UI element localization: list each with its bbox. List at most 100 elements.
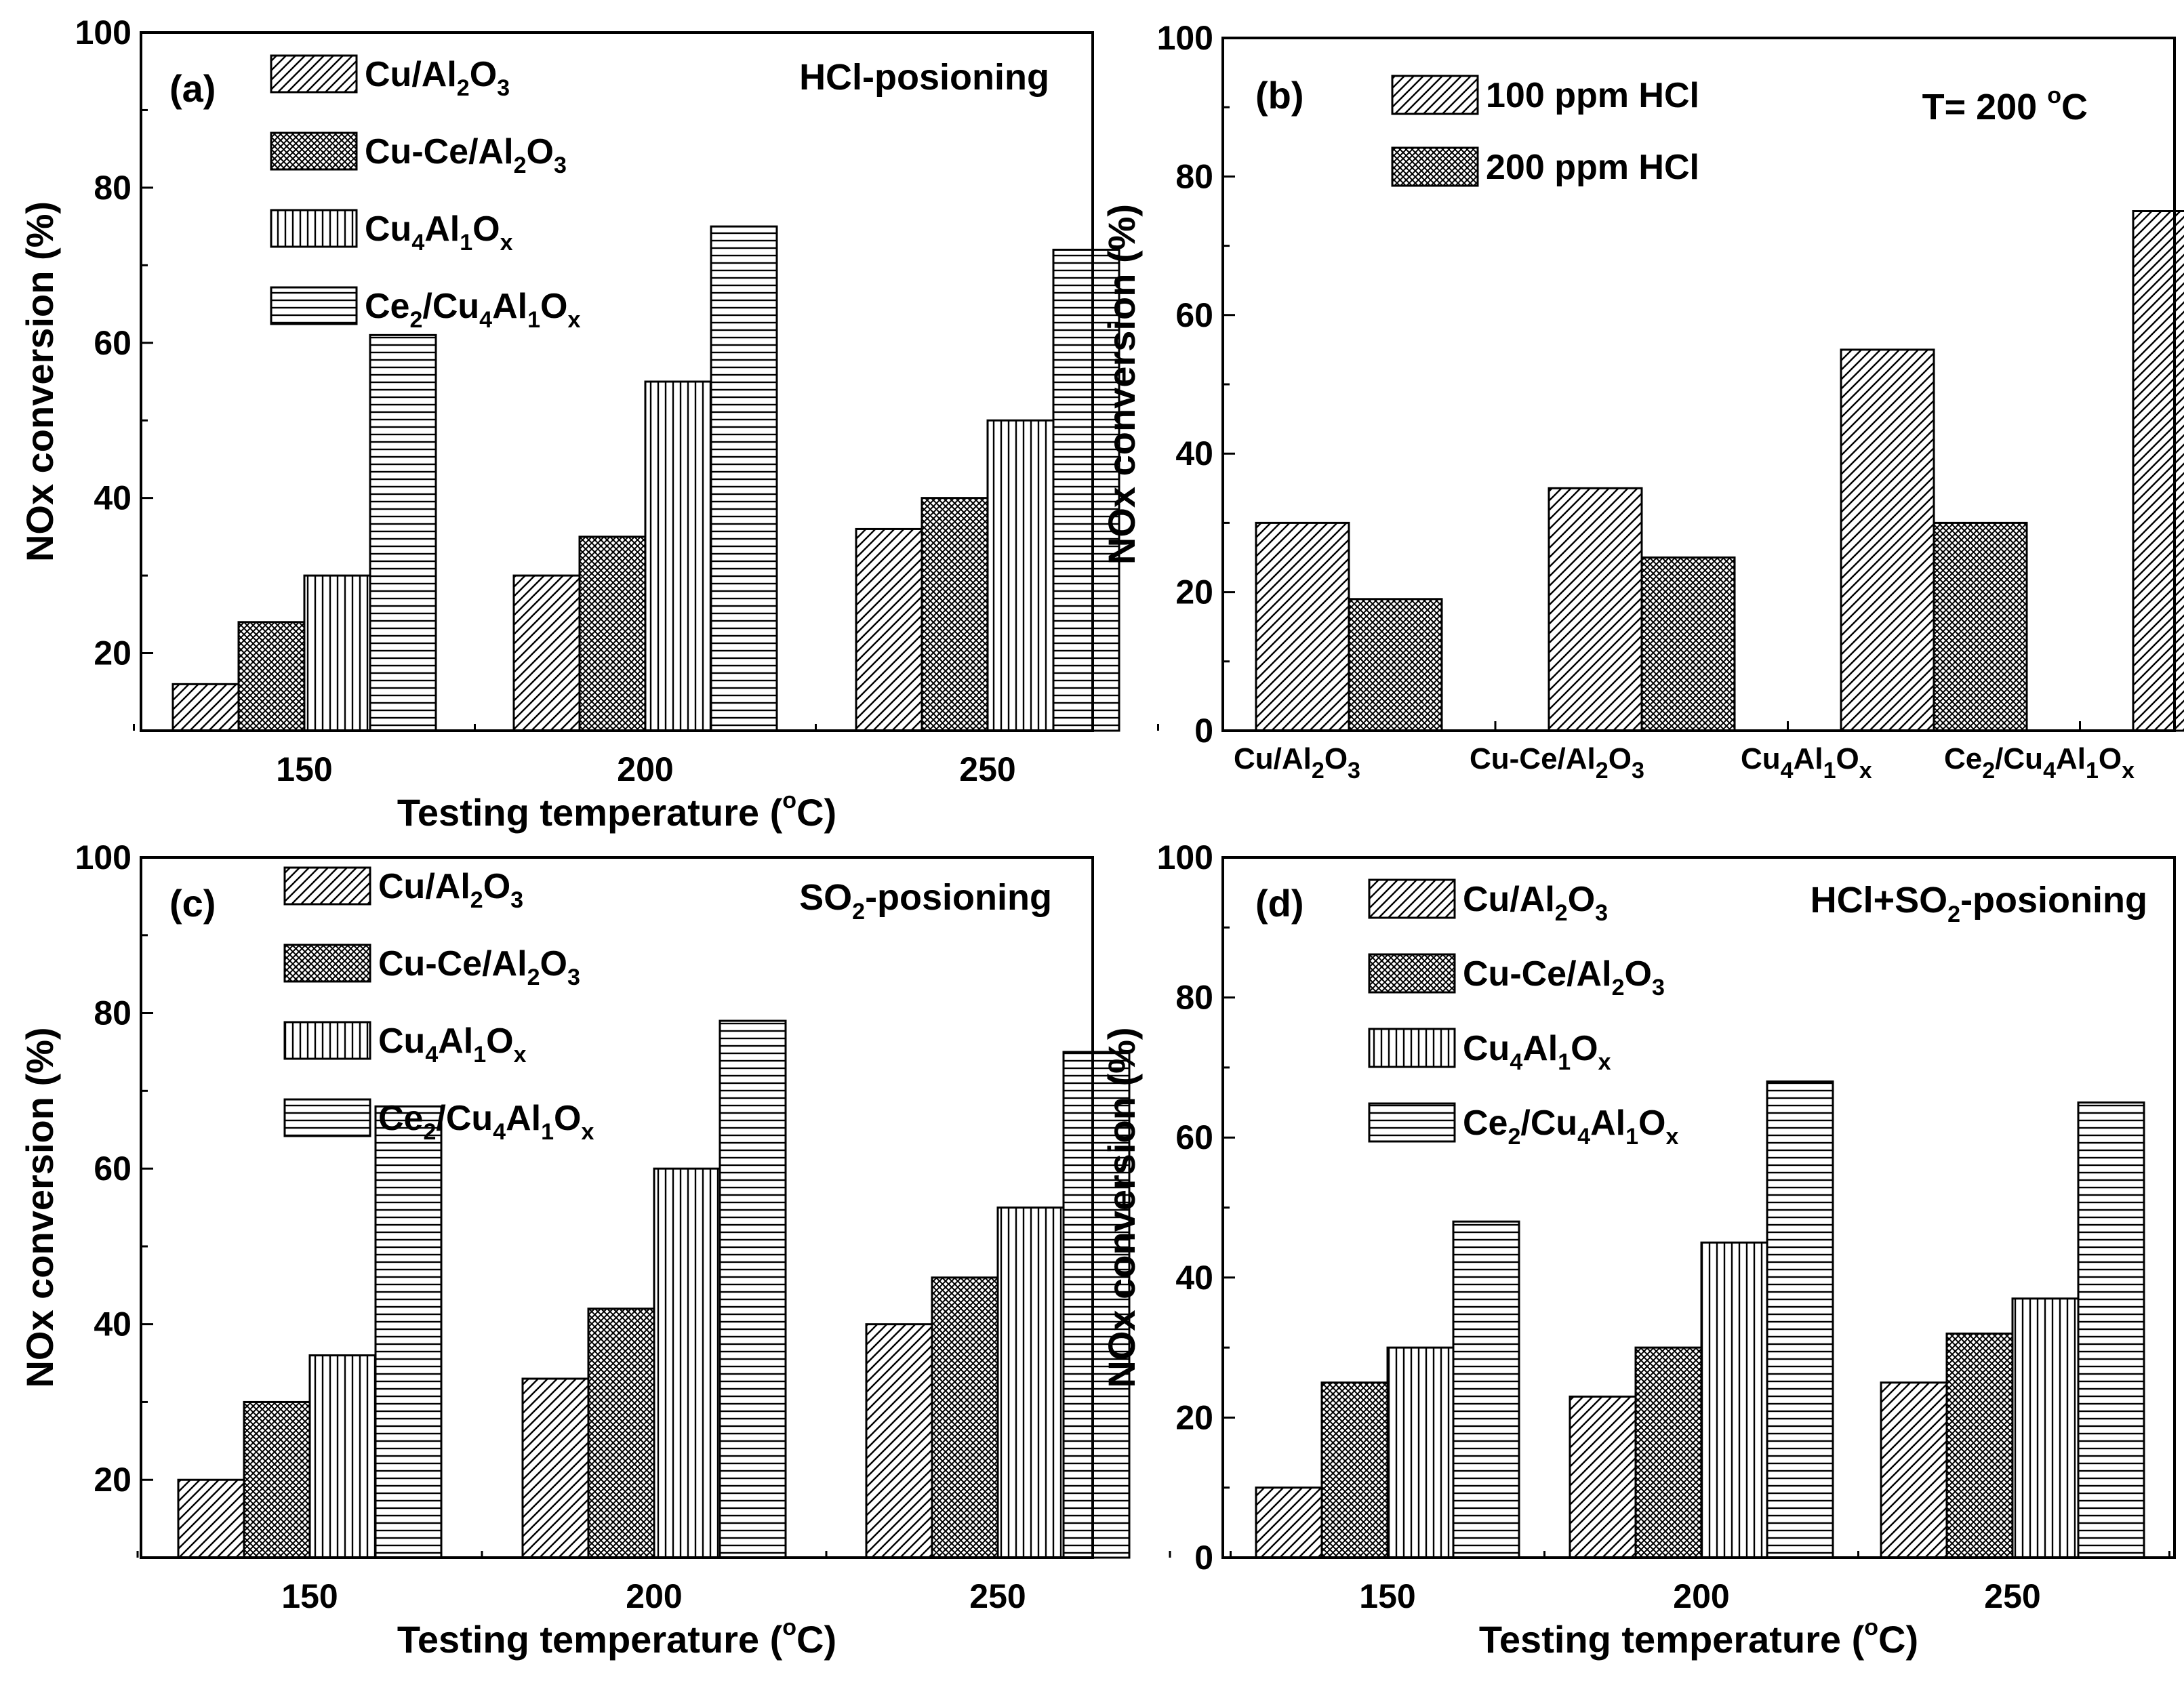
panel-a-chart: 20 40 60 80 100 150 200 250 Testing temperature … — [18, 14, 1159, 834]
legend-swatch — [270, 286, 358, 325]
legend-swatch — [270, 131, 358, 171]
y-tick-label: 20 — [1175, 1398, 1213, 1436]
bar-b-2-2 — [1640, 556, 1736, 732]
bar-d-3-2 — [1700, 1241, 1768, 1559]
bar-d-4-3 — [2077, 1101, 2145, 1559]
bar-a-4-1 — [369, 333, 437, 732]
x-category-label: Cu/Al2O3 — [1234, 742, 1360, 784]
y-tick-label: 20 — [1175, 573, 1213, 611]
legend-label: Cu/Al2O3 — [1463, 880, 1608, 926]
y-tick-label: 60 — [1175, 1118, 1213, 1156]
y-axis: 20 40 60 80 100 — [75, 14, 153, 732]
bar-c-2-2 — [587, 1308, 655, 1559]
bar-b-1-2 — [1548, 487, 1643, 732]
bar-b-1-3 — [1840, 348, 1935, 732]
bar-c-2-1 — [243, 1400, 311, 1559]
bar-a-3-1 — [303, 574, 371, 732]
y-tick-label: 0 — [1194, 1539, 1213, 1577]
bar-a-1-2 — [512, 574, 581, 732]
bar-c-4-2 — [719, 1019, 787, 1559]
bar-b-2-1 — [1348, 598, 1443, 732]
y-tick-label: 20 — [94, 1461, 132, 1499]
y-axis-title: NOx conversion (%) — [1100, 1027, 1143, 1388]
x-axis: 150 200 250 — [136, 1545, 1171, 1615]
x-category-label: Cu-Ce/Al2O3 — [1470, 742, 1644, 784]
panel-label: (c) — [169, 882, 216, 925]
plot-frame — [140, 31, 1094, 732]
legend-label: Ce2/Cu4Al1Ox — [365, 287, 580, 333]
bar-d-1-1 — [1255, 1486, 1323, 1559]
legend-label: Ce2/Cu4Al1Ox — [1463, 1103, 1678, 1150]
legend-label: 200 ppm HCl — [1486, 148, 1699, 187]
legend-swatch — [270, 54, 358, 94]
x-axis-title: Testing temperature (oC) — [397, 788, 836, 834]
x-axis: 150 200 250 — [133, 718, 1159, 788]
bar-b-1-4 — [2132, 210, 2184, 732]
y-tick-label: 40 — [94, 479, 132, 517]
bars — [177, 1019, 1131, 1559]
x-tick-label: 200 — [617, 750, 673, 788]
y-axis: 0 20 40 60 80 100 — [1157, 19, 1235, 750]
panel-label: (b) — [1255, 74, 1304, 117]
legend-label: Cu-Ce/Al2O3 — [1463, 954, 1665, 1000]
x-axis-title: Testing temperature (oC) — [1479, 1615, 1918, 1661]
x-tick-label: 250 — [969, 1577, 1026, 1615]
bar-c-4-3 — [1062, 1051, 1131, 1559]
legend-swatch — [1368, 1102, 1456, 1143]
legend-swatch — [1368, 953, 1456, 994]
y-tick-label: 100 — [1157, 19, 1213, 57]
legend-swatch — [1391, 146, 1479, 187]
bar-b-2-3 — [1933, 521, 2028, 732]
panel-annotation: HCl-posioning — [799, 57, 1049, 98]
bar-a-2-2 — [578, 535, 647, 732]
bar-a-2-3 — [921, 497, 989, 732]
bar-c-3-2 — [653, 1167, 721, 1559]
bar-a-4-3 — [1052, 248, 1120, 732]
legend-swatch — [1391, 75, 1479, 115]
y-axis-title: NOx conversion (%) — [18, 201, 61, 562]
y-tick-label: 80 — [1175, 979, 1213, 1017]
bar-c-3-3 — [996, 1207, 1065, 1559]
x-tick-label: 150 — [1359, 1577, 1415, 1615]
panel-d-chart: 0 20 40 60 80 100 150 200 250 Testing temperature… — [1100, 838, 2176, 1661]
bar-d-1-2 — [1569, 1395, 1637, 1559]
y-tick-label: 80 — [94, 169, 132, 207]
legend-swatch — [270, 209, 358, 248]
legend-label: Cu-Ce/Al2O3 — [378, 944, 580, 990]
legend-label: Ce2/Cu4Al1Ox — [378, 1099, 594, 1145]
y-tick-label: 80 — [1175, 157, 1213, 195]
y-tick-label: 20 — [94, 634, 132, 672]
x-axis: Cu/Al2O3 Cu-Ce/Al2O3 Cu4Al1Ox Ce2/Cu4Al1Ox — [1221, 721, 2176, 784]
bars — [171, 225, 1120, 732]
plot-frame — [140, 856, 1094, 1559]
bar-c-1-1 — [177, 1478, 245, 1559]
bar-a-1-3 — [855, 527, 923, 732]
legend-label: Cu4Al1Ox — [1463, 1029, 1611, 1075]
panel-label: (a) — [169, 67, 216, 110]
bar-d-2-1 — [1320, 1381, 1389, 1559]
x-tick-label: 200 — [626, 1577, 682, 1615]
y-axis-title: NOx conversion (%) — [1100, 204, 1143, 565]
bar-c-3-1 — [308, 1354, 377, 1559]
y-axis: 0 20 40 60 80 100 — [1157, 838, 1235, 1577]
bar-c-1-3 — [865, 1323, 933, 1559]
y-tick-label: 100 — [75, 14, 132, 52]
bar-c-2-3 — [931, 1276, 999, 1559]
bar-d-4-1 — [1452, 1220, 1520, 1559]
panel-label: (d) — [1255, 882, 1304, 925]
legend-swatch — [283, 866, 371, 906]
x-axis: 150 200 250 — [1230, 1545, 2170, 1615]
bar-c-4-1 — [374, 1105, 443, 1559]
bars — [1255, 210, 2184, 732]
y-tick-label: 80 — [94, 994, 132, 1032]
panel-annotation: T= 200 oC — [1922, 83, 2088, 127]
bars — [1255, 1080, 2145, 1559]
legend-label: Cu/Al2O3 — [378, 867, 523, 913]
legend-label: Cu/Al2O3 — [365, 55, 510, 101]
y-tick-label: 40 — [1175, 1259, 1213, 1297]
y-tick-label: 100 — [1157, 838, 1213, 876]
legend-swatch — [1368, 878, 1456, 919]
y-tick-label: 40 — [94, 1305, 132, 1343]
x-tick-label: 250 — [1984, 1577, 2040, 1615]
